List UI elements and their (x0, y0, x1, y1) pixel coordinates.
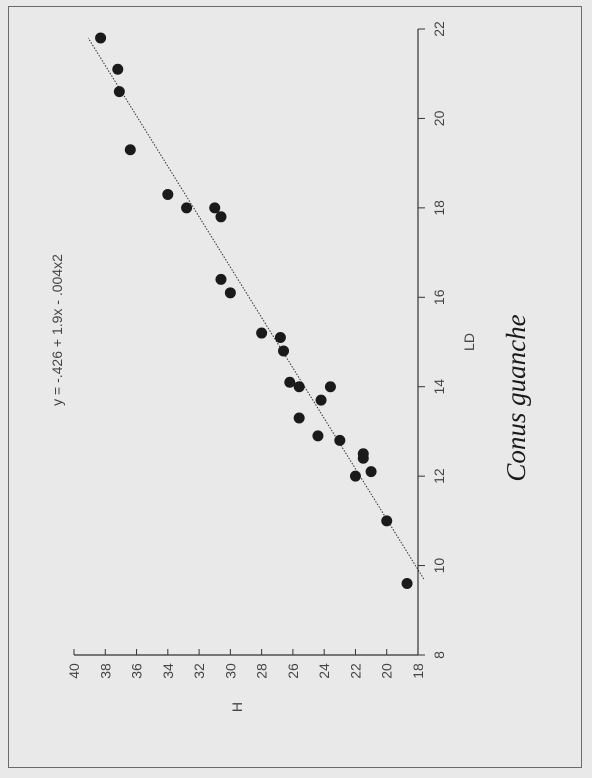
regression-equation: y = -.426 + 1.9x - .004x2 (49, 254, 65, 406)
x-axis-label: LD (461, 333, 477, 351)
x-tick-label: 8 (431, 651, 447, 659)
data-point (381, 515, 393, 527)
data-point (162, 188, 174, 200)
data-point (215, 211, 227, 223)
data-point (209, 202, 221, 214)
data-point (293, 381, 305, 393)
data-point (357, 448, 369, 460)
axes (74, 29, 419, 656)
x-ticks: 8 10 12 14 16 18 20 22 (418, 21, 447, 659)
data-point (312, 430, 324, 442)
data-point (315, 394, 327, 406)
y-ticks: 18 20 22 24 26 28 30 32 34 36 38 40 (66, 649, 426, 679)
y-tick-label: 18 (410, 663, 426, 679)
data-point (124, 144, 136, 156)
data-point (113, 86, 125, 98)
y-tick-label: 28 (254, 663, 270, 679)
data-point (256, 327, 268, 339)
data-point (365, 466, 377, 478)
x-tick-label: 14 (431, 379, 447, 395)
figure-border (8, 6, 582, 768)
y-tick-label: 30 (222, 663, 238, 679)
data-point (293, 412, 305, 424)
x-tick-label: 18 (431, 200, 447, 216)
data-point (215, 273, 227, 285)
data-point (401, 577, 413, 589)
regression-line (87, 37, 425, 580)
data-point (324, 381, 336, 393)
data-point (95, 32, 107, 44)
y-tick-label: 32 (191, 663, 207, 679)
species-caption: Conus guanche (501, 314, 531, 481)
x-tick-label: 20 (431, 110, 447, 126)
data-point (224, 287, 236, 299)
data-point (334, 434, 346, 446)
y-axis-label: H (229, 702, 245, 712)
data-point (112, 63, 124, 75)
x-tick-label: 22 (431, 21, 447, 37)
y-tick-label: 36 (129, 663, 145, 679)
y-tick-label: 38 (97, 663, 113, 679)
data-point (349, 470, 361, 482)
y-tick-label: 34 (160, 663, 176, 679)
y-tick-label: 26 (285, 663, 301, 679)
y-tick-label: 20 (379, 663, 395, 679)
x-tick-label: 12 (431, 468, 447, 484)
y-tick-label: 24 (316, 663, 332, 679)
x-tick-label: 10 (431, 558, 447, 574)
data-point (284, 376, 296, 388)
y-tick-label: 22 (347, 663, 363, 679)
data-point (181, 202, 193, 214)
data-points (95, 32, 413, 589)
x-tick-label: 16 (431, 289, 447, 305)
data-point (278, 345, 290, 357)
y-tick-label: 40 (66, 663, 82, 679)
data-point (274, 332, 286, 344)
